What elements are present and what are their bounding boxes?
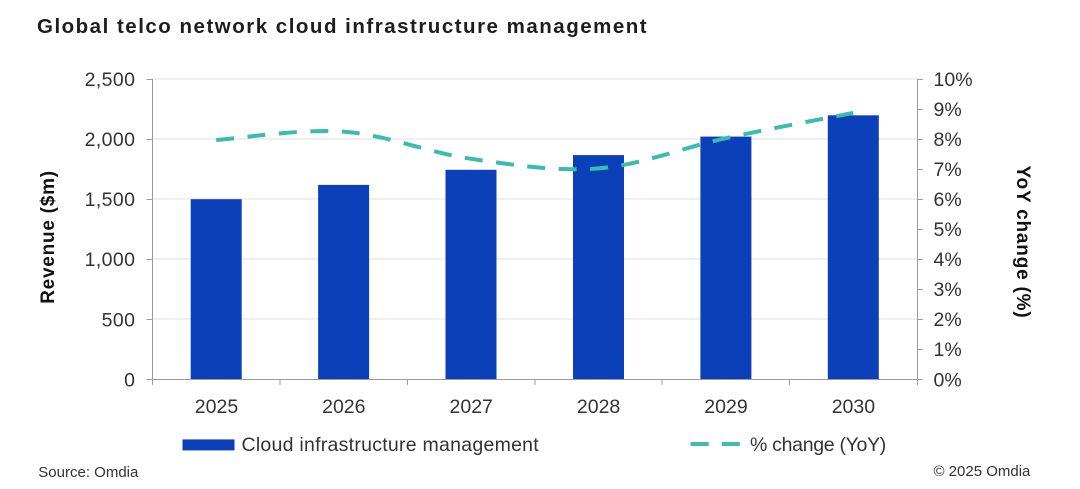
svg-text:2026: 2026	[322, 396, 365, 418]
svg-text:2027: 2027	[450, 396, 493, 418]
svg-text:% change (YoY): % change (YoY)	[750, 434, 886, 456]
svg-text:2028: 2028	[577, 396, 620, 418]
svg-text:4%: 4%	[934, 249, 962, 271]
svg-text:Source: Omdia: Source: Omdia	[38, 464, 139, 481]
svg-text:2,500: 2,500	[85, 69, 136, 91]
svg-text:2025: 2025	[195, 396, 239, 418]
svg-text:9%: 9%	[934, 99, 962, 121]
svg-text:1,000: 1,000	[85, 249, 136, 271]
svg-text:7%: 7%	[934, 159, 962, 181]
svg-text:Cloud infrastructure managemen: Cloud infrastructure management	[242, 434, 540, 456]
svg-text:5%: 5%	[934, 219, 962, 241]
svg-text:2030: 2030	[832, 396, 876, 418]
svg-text:1,500: 1,500	[85, 189, 136, 211]
svg-text:YoY change (%): YoY change (%)	[1012, 165, 1033, 318]
svg-text:6%: 6%	[934, 189, 962, 211]
svg-text:2029: 2029	[704, 396, 747, 418]
svg-text:© 2025 Omdia: © 2025 Omdia	[933, 463, 1031, 480]
svg-text:Global telco network cloud inf: Global telco network cloud infrastructur…	[37, 15, 648, 38]
svg-text:2,000: 2,000	[85, 129, 136, 151]
svg-text:0%: 0%	[934, 369, 962, 391]
svg-text:Revenue ($m): Revenue ($m)	[38, 170, 59, 304]
svg-text:0: 0	[124, 369, 135, 391]
svg-text:8%: 8%	[934, 129, 962, 151]
svg-text:1%: 1%	[934, 339, 962, 361]
svg-text:3%: 3%	[934, 279, 962, 301]
svg-text:10%: 10%	[934, 69, 973, 91]
svg-text:500: 500	[102, 309, 136, 331]
svg-text:2%: 2%	[934, 309, 962, 331]
